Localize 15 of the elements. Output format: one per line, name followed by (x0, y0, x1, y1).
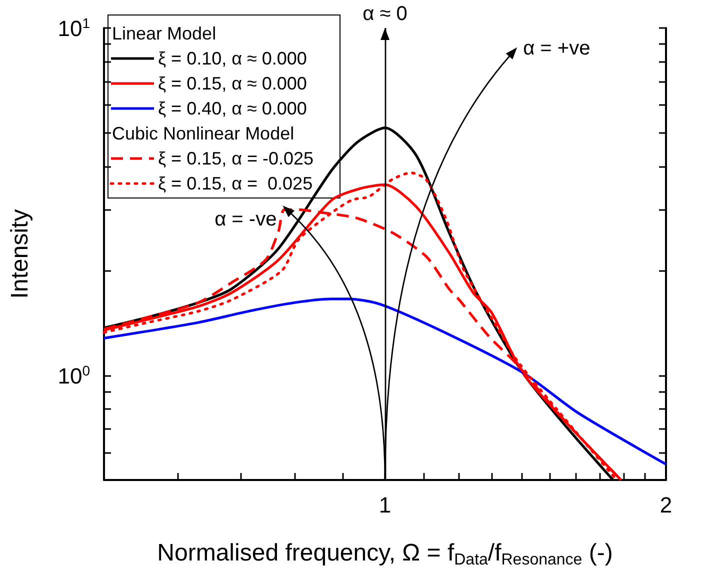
y-tick-label: 10$^{1}$ (58, 15, 90, 41)
x-tick-label: 1 (378, 492, 392, 518)
legend-label: ξ = 0.10, α ≈ 0.000 (158, 48, 307, 68)
annotation: α = -ve (214, 208, 277, 231)
x-tick-label: 2 (660, 492, 672, 518)
legend-label: ξ = 0.40, α ≈ 0.000 (158, 98, 307, 118)
y-axis-title: Intensity (6, 209, 34, 299)
legend-label: ξ = 0.15, α = 0.025 (158, 174, 313, 194)
ref-line-label: α ≈ 0 (362, 3, 408, 25)
y-tick-label: 10$^{0}$ (58, 362, 90, 388)
legend-label: ξ = 0.15, α = -0.025 (158, 148, 314, 168)
annotation: Cubic Nonlinear Model (112, 124, 294, 144)
legend-label: ξ = 0.15, α ≈ 0.000 (158, 74, 307, 94)
annotation: α = +ve (523, 37, 590, 60)
legend-title: Linear Model (112, 24, 216, 44)
